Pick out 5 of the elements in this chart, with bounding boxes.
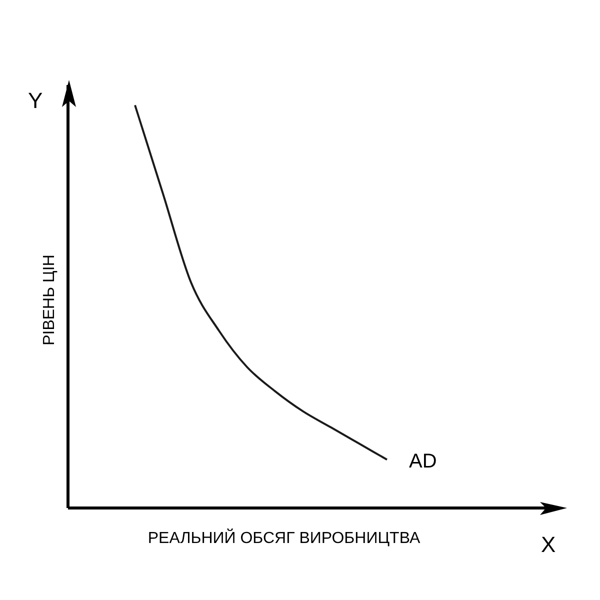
text: X [541, 532, 556, 558]
x-axis-title: РЕАЛЬНИЙ ОБСЯГ ВИРОБНИЦТВА [148, 530, 420, 548]
y-axis-title: РІВЕНЬ ЦІН [41, 254, 59, 346]
series-label: AD [409, 450, 437, 473]
text: Y [28, 88, 43, 114]
